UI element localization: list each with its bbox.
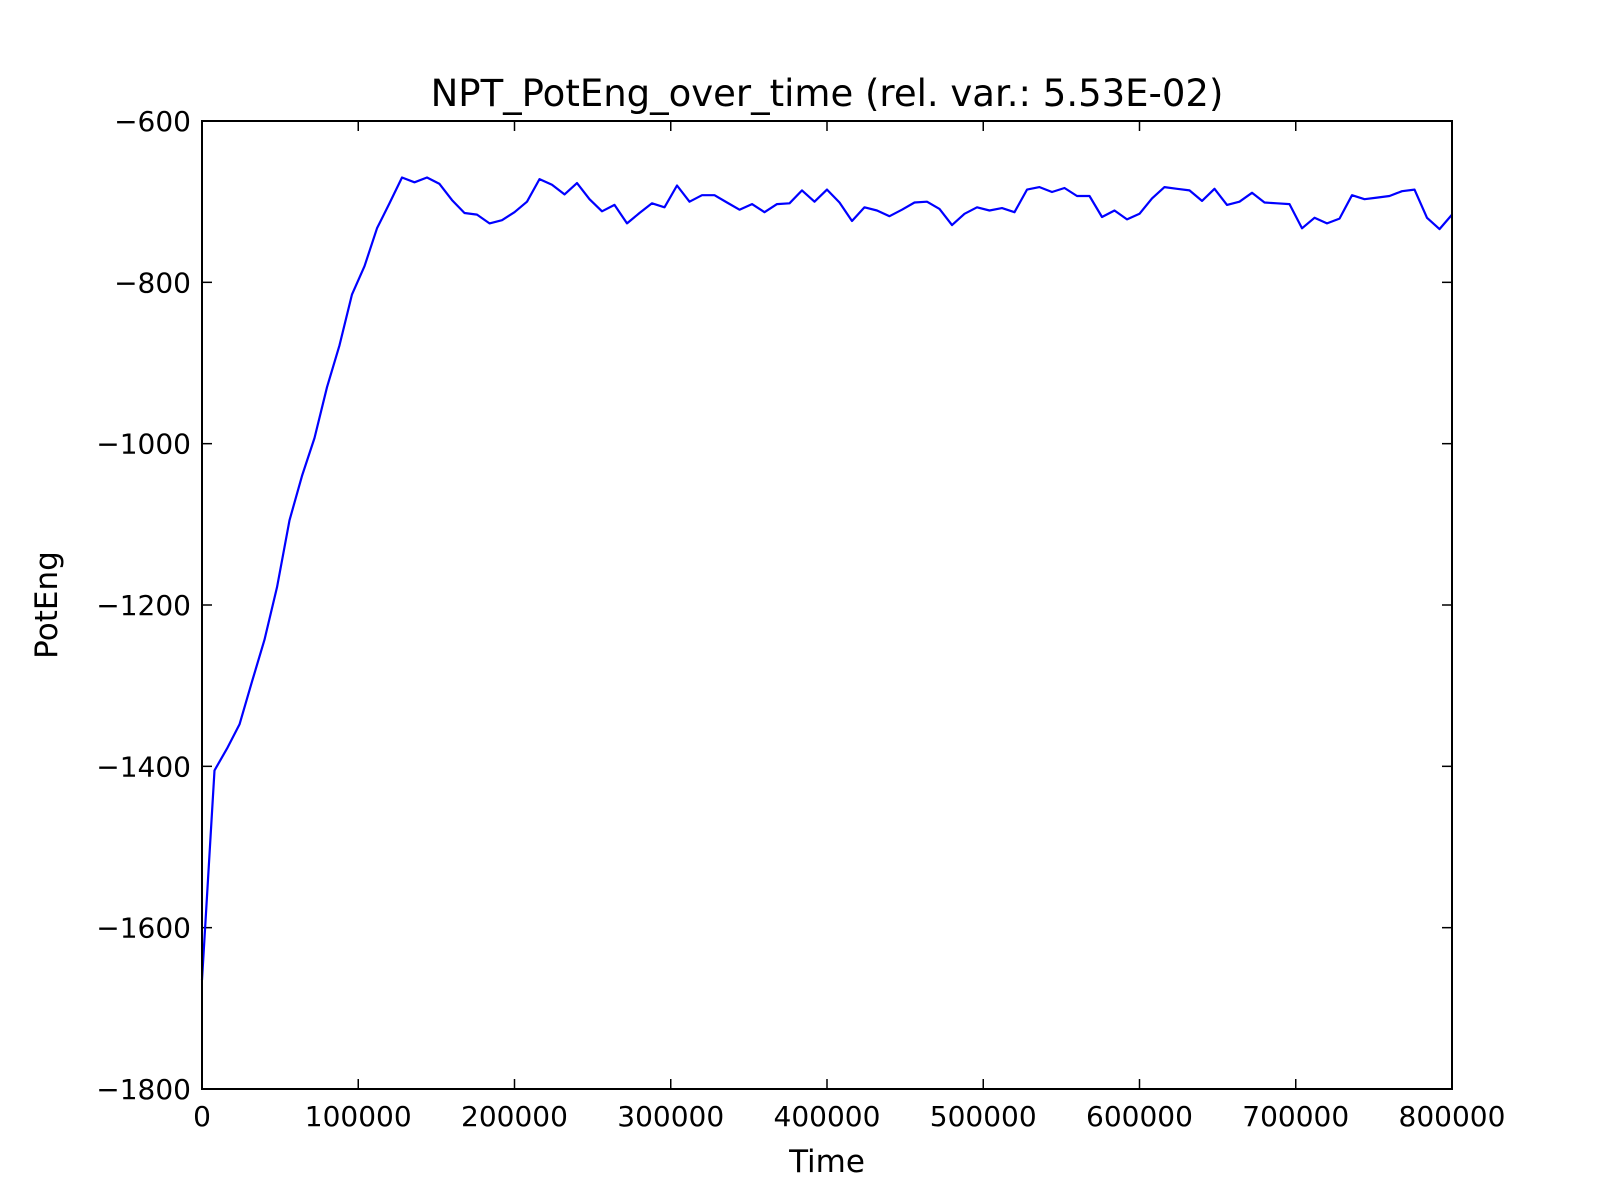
plot-background (202, 121, 1452, 1089)
x-tick-label: 600000 (1086, 1100, 1193, 1133)
x-tick-label: 400000 (774, 1100, 881, 1133)
x-tick-label: 500000 (930, 1100, 1037, 1133)
x-tick-label: 700000 (1242, 1100, 1349, 1133)
y-tick-label: −1600 (96, 912, 191, 945)
x-tick-label: 100000 (305, 1100, 412, 1133)
series-layer (200, 176, 1453, 981)
y-axis-label: PotEng (29, 551, 65, 659)
series-line-0 (200, 176, 1453, 981)
x-axis-ticks: 0 100000 200000 300000 400000 500000 600000 700… (193, 121, 1505, 1133)
x-tick-label: 800000 (1399, 1100, 1506, 1133)
y-tick-label: −600 (114, 105, 191, 138)
chart-title: NPT_PotEng_over_time (rel. var.: 5.53E-0… (431, 72, 1224, 115)
y-tick-label: −800 (114, 266, 191, 299)
x-tick-label: 300000 (617, 1100, 724, 1133)
x-axis-label: Time (788, 1144, 865, 1180)
y-tick-label: −1200 (96, 589, 191, 622)
y-tick-label: −1000 (96, 428, 191, 461)
plot-frame (201, 120, 1453, 1090)
y-tick-label: −1400 (96, 750, 191, 783)
y-tick-label: −1800 (96, 1073, 191, 1106)
x-tick-label: 0 (193, 1100, 211, 1133)
y-axis-ticks: −1800 −1600 −1400 −1200 −1000 −800 −600 (96, 105, 1452, 1106)
x-tick-label: 200000 (461, 1100, 568, 1133)
